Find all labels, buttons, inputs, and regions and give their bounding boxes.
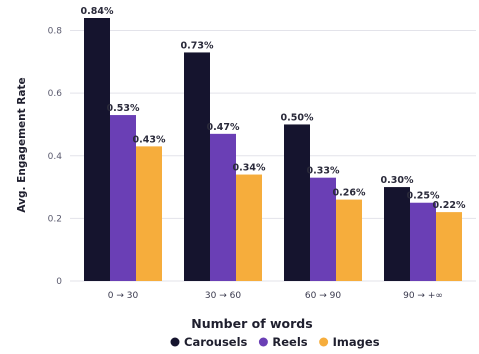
legend-label: Carousels <box>184 335 248 349</box>
legend-swatch <box>170 337 180 347</box>
x-axis-title: Number of words <box>191 316 312 331</box>
x-category-label: 0 → 30 <box>108 291 139 301</box>
data-label: 0.50% <box>281 112 314 123</box>
y-axis-title: Avg. Engagement Rate <box>16 77 28 212</box>
legend-item: Images <box>319 335 380 349</box>
y-tick-label: 0.2 <box>48 214 62 224</box>
bar <box>284 124 310 281</box>
bar <box>436 212 462 281</box>
x-category-label: 60 → 90 <box>305 291 341 301</box>
bar <box>136 146 162 281</box>
data-label: 0.84% <box>81 6 114 17</box>
data-labels: 0.84% 0.53% 0.43% 0.73% 0.47% 0.34% 0.50% 0.33%… <box>81 6 466 211</box>
data-label: 0.43% <box>133 134 166 145</box>
legend-label: Reels <box>272 335 307 349</box>
legend-swatch <box>258 337 268 347</box>
bar <box>336 199 362 281</box>
legend-swatch <box>319 337 329 347</box>
y-tick-label: 0.4 <box>48 152 63 162</box>
bar <box>210 133 236 281</box>
bar <box>310 177 336 281</box>
data-label: 0.26% <box>333 188 366 199</box>
bar <box>236 174 262 281</box>
data-label: 0.22% <box>433 200 466 211</box>
bar <box>184 52 210 281</box>
data-label: 0.73% <box>181 40 214 51</box>
bar <box>84 18 110 281</box>
x-category-label: 90 → +∞ <box>403 291 443 301</box>
x-axis-categories: 0 → 30 30 → 60 60 → 90 90 → +∞ <box>108 291 443 301</box>
x-category-label: 30 → 60 <box>205 291 241 301</box>
bar <box>384 187 410 281</box>
legend-item: Carousels <box>170 335 248 349</box>
data-label: 0.53% <box>107 103 140 114</box>
y-tick-label: 0.8 <box>48 27 63 37</box>
bar <box>410 202 436 281</box>
legend-label: Images <box>333 335 380 349</box>
legend: Carousels Reels Images <box>170 335 380 349</box>
y-axis-ticks: 0 0.2 0.4 0.6 0.8 <box>48 27 63 287</box>
data-label: 0.33% <box>307 166 340 177</box>
data-label: 0.25% <box>407 191 440 202</box>
data-label: 0.34% <box>233 163 266 174</box>
bars <box>84 18 462 281</box>
bar <box>110 115 136 281</box>
data-label: 0.47% <box>207 122 240 133</box>
y-tick-label: 0 <box>56 277 62 287</box>
y-tick-label: 0.6 <box>48 89 63 99</box>
data-label: 0.30% <box>381 175 414 186</box>
legend-item: Reels <box>258 335 308 349</box>
